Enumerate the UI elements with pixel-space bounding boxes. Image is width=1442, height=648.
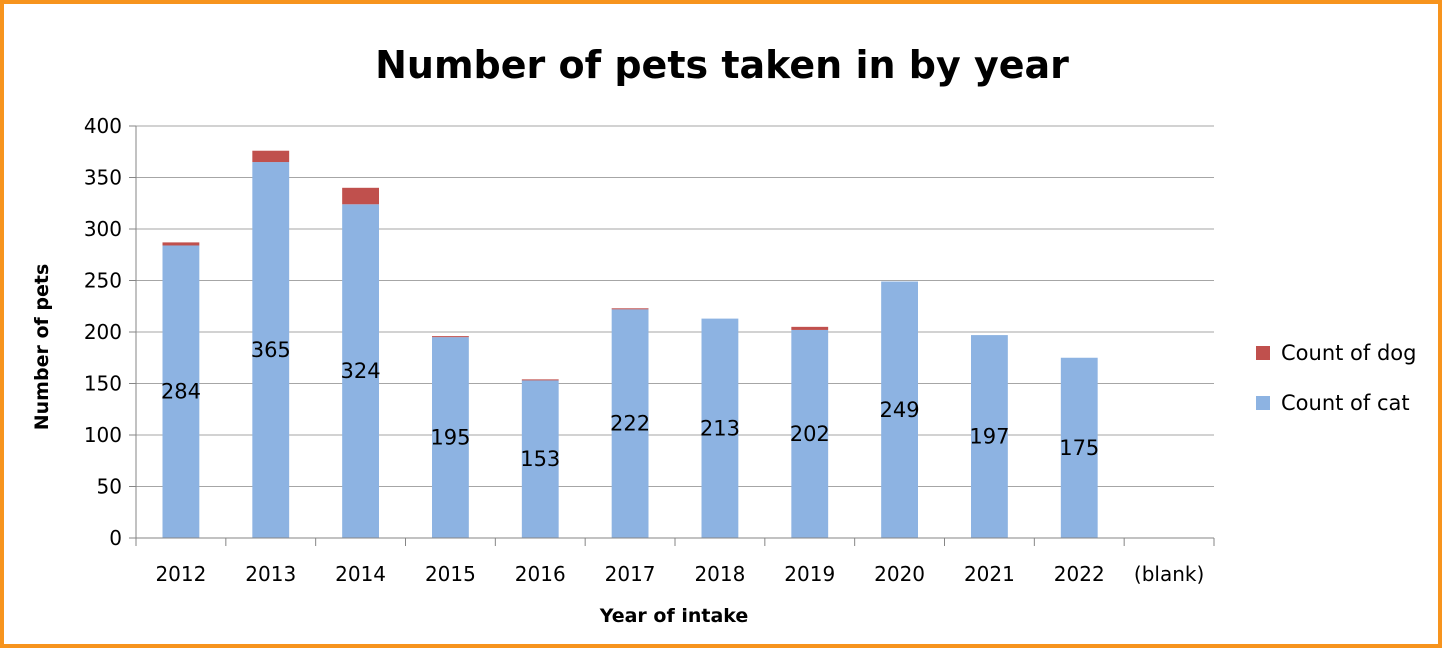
y-tick-label: 50 (97, 475, 122, 499)
x-tick-label: 2013 (245, 562, 296, 586)
x-tick-label: 2019 (784, 562, 835, 586)
cat-bar-2014 (342, 204, 379, 538)
cat-bar-2022 (1060, 357, 1098, 538)
data-label-2014: 324 (341, 359, 381, 383)
data-label-2015: 195 (430, 426, 470, 450)
y-tick-label: 100 (84, 423, 122, 447)
data-label-2016: 153 (520, 447, 560, 471)
axes (129, 125, 1215, 546)
x-tick-label: (blank) (1134, 562, 1204, 586)
y-tick-label: 0 (109, 526, 122, 550)
x-tick-label: 2018 (694, 562, 745, 586)
data-label-2018: 213 (700, 416, 740, 440)
y-tick-label: 350 (84, 166, 122, 190)
legend: Count of dog Count of cat (1256, 341, 1416, 415)
legend-swatch (1256, 396, 1270, 410)
x-tick-label: 2021 (964, 562, 1015, 586)
x-tick-label: 2014 (335, 562, 386, 586)
dog-bar-2012 (162, 242, 200, 246)
data-label-2022: 175 (1059, 436, 1099, 460)
gridlines (136, 125, 1214, 539)
cat-bar-2012 (162, 245, 200, 539)
legend-swatch (1256, 346, 1270, 360)
dog-bar-2019 (791, 326, 829, 330)
x-tick-label: 2022 (1054, 562, 1105, 586)
cat-bar-2016 (521, 380, 559, 538)
x-tick-label: 2012 (155, 562, 206, 586)
dog-bar-2014 (342, 187, 379, 205)
x-tick-label: 2016 (515, 562, 566, 586)
x-axis-title: Year of intake (599, 605, 749, 627)
y-tick-label: 300 (84, 217, 122, 241)
data-labels: 284 365 324 195 153 222 213 202 249 197 175 (161, 338, 1099, 471)
x-tick-label: 2020 (874, 562, 925, 586)
cat-bar-2021 (971, 335, 1008, 538)
data-label-2013: 365 (251, 338, 291, 362)
data-label-2020: 249 (880, 398, 920, 422)
data-label-2021: 197 (969, 425, 1009, 449)
dog-bar-2013 (252, 150, 290, 163)
cat-bar-2020 (881, 281, 918, 538)
y-tick-label: 250 (84, 269, 122, 293)
x-tick-label: 2015 (425, 562, 476, 586)
data-label-2017: 222 (610, 412, 650, 436)
cat-bar-2017 (611, 309, 649, 538)
data-label-2019: 202 (790, 422, 830, 446)
y-tick-label: 400 (84, 114, 122, 138)
cat-bar-2018 (701, 318, 739, 538)
y-tick-labels: 0 50 100 150 200 250 300 350 400 (84, 114, 122, 550)
chart-title: Number of pets taken in by year (375, 43, 1069, 87)
cat-bar-2015 (432, 337, 469, 538)
x-tick-labels: 2012 2013 2014 2015 2016 2017 2018 2019 2020 2021… (155, 562, 1204, 586)
legend-label: Count of cat (1281, 391, 1410, 415)
cat-bar-2013 (252, 162, 290, 539)
y-tick-label: 150 (84, 372, 122, 396)
legend-label: Count of dog (1281, 341, 1416, 365)
cat-bar-2019 (791, 329, 829, 538)
data-label-2012: 284 (161, 380, 201, 404)
y-axis-title: Number of pets (31, 264, 53, 431)
y-tick-label: 200 (84, 320, 122, 344)
dog-bar-2015 (432, 336, 469, 338)
bars (162, 150, 1098, 539)
dog-bar-2017 (611, 308, 649, 310)
x-tick-label: 2017 (605, 562, 656, 586)
dog-bar-2016 (521, 379, 559, 381)
